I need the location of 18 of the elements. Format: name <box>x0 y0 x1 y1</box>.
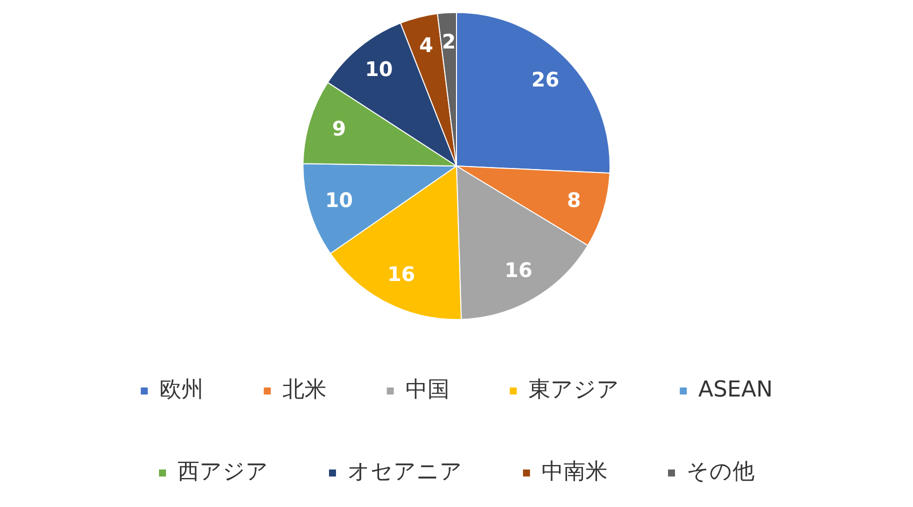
data-label: 16 <box>387 262 416 286</box>
data-label: 10 <box>364 57 393 82</box>
data-label: 4 <box>419 33 434 58</box>
legend-label: ASEAN <box>698 378 773 403</box>
legend-label: 中南米 <box>542 460 608 485</box>
legend-label: オセアニア <box>348 460 462 485</box>
legend-label: 西アジア <box>178 460 268 485</box>
legend-label: 北米 <box>282 378 326 403</box>
data-label: 26 <box>531 67 560 92</box>
data-label: 10 <box>325 188 353 212</box>
legend-label: 東アジア <box>528 378 620 403</box>
data-label: 8 <box>567 188 581 212</box>
data-label: 9 <box>332 116 346 140</box>
legend-label: 中国 <box>405 378 450 403</box>
data-label: 16 <box>504 258 532 282</box>
legend-label: その他 <box>686 460 754 485</box>
legend-label: 欧州 <box>159 378 204 403</box>
data-label: 2 <box>442 30 456 54</box>
